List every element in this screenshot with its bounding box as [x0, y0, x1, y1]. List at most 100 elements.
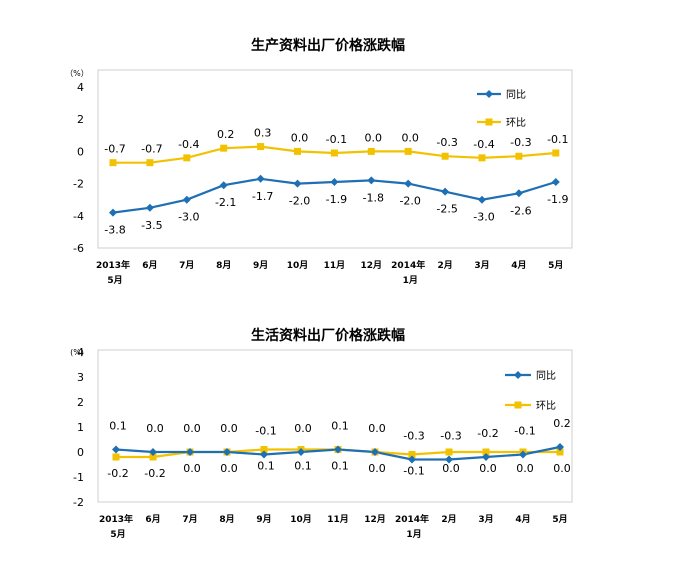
- x-tick-label: 2014年: [391, 259, 425, 271]
- data-label-mom: -0.2: [107, 467, 128, 480]
- data-label-yoy: -1.9: [326, 193, 347, 206]
- y-tick-label: 0: [77, 446, 84, 459]
- data-label-mom: -0.4: [178, 138, 199, 151]
- data-label-mom: 0.0: [291, 131, 309, 144]
- data-label-mom: -0.4: [473, 138, 494, 151]
- data-label-mom: -0.1: [403, 465, 424, 478]
- data-label-yoy: -1.9: [547, 193, 568, 206]
- data-point-yoy: [145, 203, 154, 212]
- y-tick-label: 3: [77, 371, 84, 384]
- y-tick-label: 2: [77, 113, 84, 126]
- data-point-yoy: [182, 195, 191, 204]
- data-point-yoy: [445, 455, 453, 464]
- data-label-mom: 0.0: [442, 462, 460, 475]
- data-point-mom: [220, 144, 228, 152]
- data-label-mom: -0.3: [510, 136, 531, 149]
- chart-title-2: 生活资料出厂价格涨跌幅: [251, 327, 405, 344]
- data-point-mom: [445, 448, 453, 456]
- data-label-yoy: -3.0: [178, 211, 199, 224]
- data-label-yoy: 0.0: [220, 422, 238, 435]
- y-tick-label: -1: [73, 471, 84, 484]
- data-label-mom: 0.0: [368, 462, 386, 475]
- data-point-yoy: [482, 453, 490, 461]
- x-tick-label: 2013年: [99, 513, 133, 525]
- data-label-yoy: 0.1: [331, 420, 349, 433]
- x-tick-label-sub: 5月: [107, 275, 122, 286]
- plot-frame-1: [97, 69, 573, 249]
- x-tick-label: 6月: [145, 514, 160, 525]
- data-label-mom: -0.1: [547, 133, 568, 146]
- data-label-mom: 0.0: [401, 131, 419, 144]
- data-label-mom: -0.1: [326, 133, 347, 146]
- x-tick-label: 4月: [515, 514, 530, 525]
- data-label-mom: 0.0: [365, 131, 383, 144]
- data-label-mom: 0.1: [257, 460, 275, 473]
- y-tick-label: -4: [73, 210, 84, 223]
- data-label-yoy: 0.0: [146, 422, 164, 435]
- data-label-yoy: -1.8: [363, 191, 384, 204]
- data-point-yoy: [367, 176, 376, 185]
- data-point-yoy: [256, 174, 265, 183]
- x-tick-label: 11月: [324, 260, 346, 271]
- chart-title-1: 生产资料出厂价格涨跌幅: [251, 37, 405, 54]
- data-label-mom: 0.1: [331, 460, 349, 473]
- data-point-yoy: [408, 455, 416, 464]
- legend-label-mom: 环比: [506, 117, 526, 129]
- data-label-mom: 0.0: [220, 462, 238, 475]
- legend-label-mom: 环比: [536, 400, 556, 412]
- data-label-yoy: -3.0: [473, 211, 494, 224]
- data-point-yoy: [149, 448, 157, 456]
- data-point-mom: [294, 147, 301, 155]
- x-tick-label: 8月: [219, 514, 234, 525]
- data-point-mom: [408, 451, 416, 458]
- data-point-yoy: [186, 448, 194, 456]
- y-tick-label: 2: [77, 396, 84, 409]
- data-label-mom: 0.0: [516, 462, 534, 475]
- x-tick-label: 12月: [361, 260, 383, 271]
- data-point-yoy: [404, 179, 413, 188]
- data-point-yoy: [219, 181, 228, 190]
- data-point-yoy: [556, 443, 564, 451]
- data-point-yoy: [441, 187, 450, 196]
- data-label-yoy: 0.2: [553, 417, 571, 430]
- y-tick-label: -2: [73, 178, 84, 191]
- data-label-yoy: 0.0: [368, 422, 386, 435]
- data-point-yoy: [514, 189, 523, 198]
- data-point-yoy: [109, 208, 117, 217]
- x-tick-label: 7月: [179, 260, 194, 271]
- data-label-yoy: -0.3: [440, 430, 461, 443]
- data-point-yoy: [223, 448, 231, 456]
- x-tick-label: 10月: [290, 514, 312, 525]
- x-tick-label: 5月: [552, 514, 567, 525]
- data-point-mom: [146, 159, 154, 167]
- legend-marker-yoy: [514, 371, 522, 379]
- legend-marker-mom: [485, 118, 493, 126]
- plot-frame-2: [97, 349, 573, 503]
- data-label-yoy: -3.8: [104, 224, 125, 237]
- x-tick-label: 2013年: [96, 259, 130, 271]
- x-tick-label: 4月: [511, 260, 526, 271]
- data-label-yoy: 0.0: [294, 422, 312, 435]
- y-tick-label: 4: [77, 346, 84, 359]
- x-tick-label: 9月: [253, 260, 268, 271]
- data-label-yoy: -2.0: [289, 195, 310, 208]
- y-unit-label-1: （%）: [65, 69, 89, 78]
- x-tick-label-sub: 5月: [110, 529, 125, 540]
- data-label-mom: -0.3: [436, 136, 457, 149]
- data-label-mom: 0.3: [254, 127, 272, 140]
- data-point-yoy: [334, 445, 342, 454]
- data-point-mom: [330, 149, 338, 157]
- y-tick-label: 0: [77, 145, 84, 158]
- data-point-yoy: [330, 177, 339, 186]
- x-tick-label: 10月: [287, 260, 309, 271]
- data-point-yoy: [519, 450, 527, 459]
- data-point-yoy: [551, 177, 560, 186]
- data-point-mom: [257, 143, 265, 151]
- x-tick-label: 7月: [182, 514, 197, 525]
- data-label-yoy: -2.0: [399, 195, 420, 208]
- data-point-yoy: [112, 445, 120, 454]
- data-label-yoy: -2.5: [436, 203, 457, 216]
- data-label-yoy: -3.5: [141, 219, 162, 232]
- data-point-yoy: [293, 179, 302, 188]
- data-label-yoy: -2.1: [215, 196, 236, 209]
